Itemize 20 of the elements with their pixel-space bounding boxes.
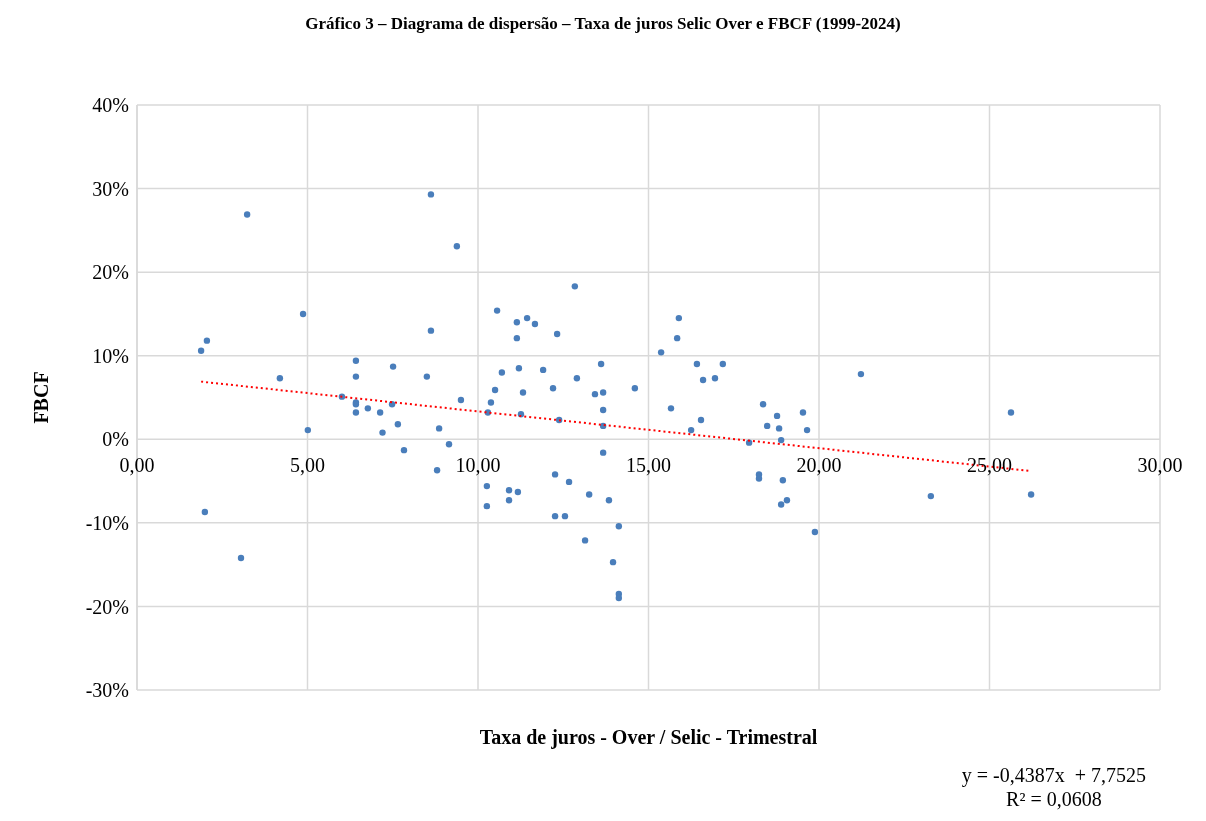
- y-tick-label: 0%: [102, 428, 129, 451]
- y-tick-label: -30%: [85, 679, 129, 702]
- y-tick-label: 10%: [92, 344, 129, 367]
- x-tick-label: 25,00: [967, 453, 1012, 476]
- y-tick-label: 30%: [92, 177, 129, 200]
- text: y = -0,4387x + 7,7525: [961, 763, 1146, 787]
- x-tick-label: 5,00: [290, 453, 325, 476]
- x-tick-label: 10,00: [455, 453, 501, 476]
- y-tick-label: 20%: [92, 261, 129, 284]
- y-tick-label: -20%: [85, 595, 129, 618]
- y-axis-title: FBCF: [30, 371, 52, 424]
- y-tick-label: 40%: [92, 94, 129, 117]
- x-tick-label: 30,00: [1137, 453, 1183, 476]
- text: R² = 0,0608: [1005, 787, 1103, 811]
- x-axis-title: Taxa de juros - Over / Selic - Trimestral: [479, 726, 818, 749]
- x-tick-label: 0,00: [119, 453, 155, 476]
- x-tick-label: 15,00: [626, 453, 671, 476]
- chart-title: Gráfico 3 – Diagrama de dispersão – Taxa de juros Selic Over e FBCF (1999-2024): [304, 14, 902, 34]
- y-tick-label: -10%: [85, 511, 129, 534]
- x-tick-label: 20,00: [796, 453, 842, 476]
